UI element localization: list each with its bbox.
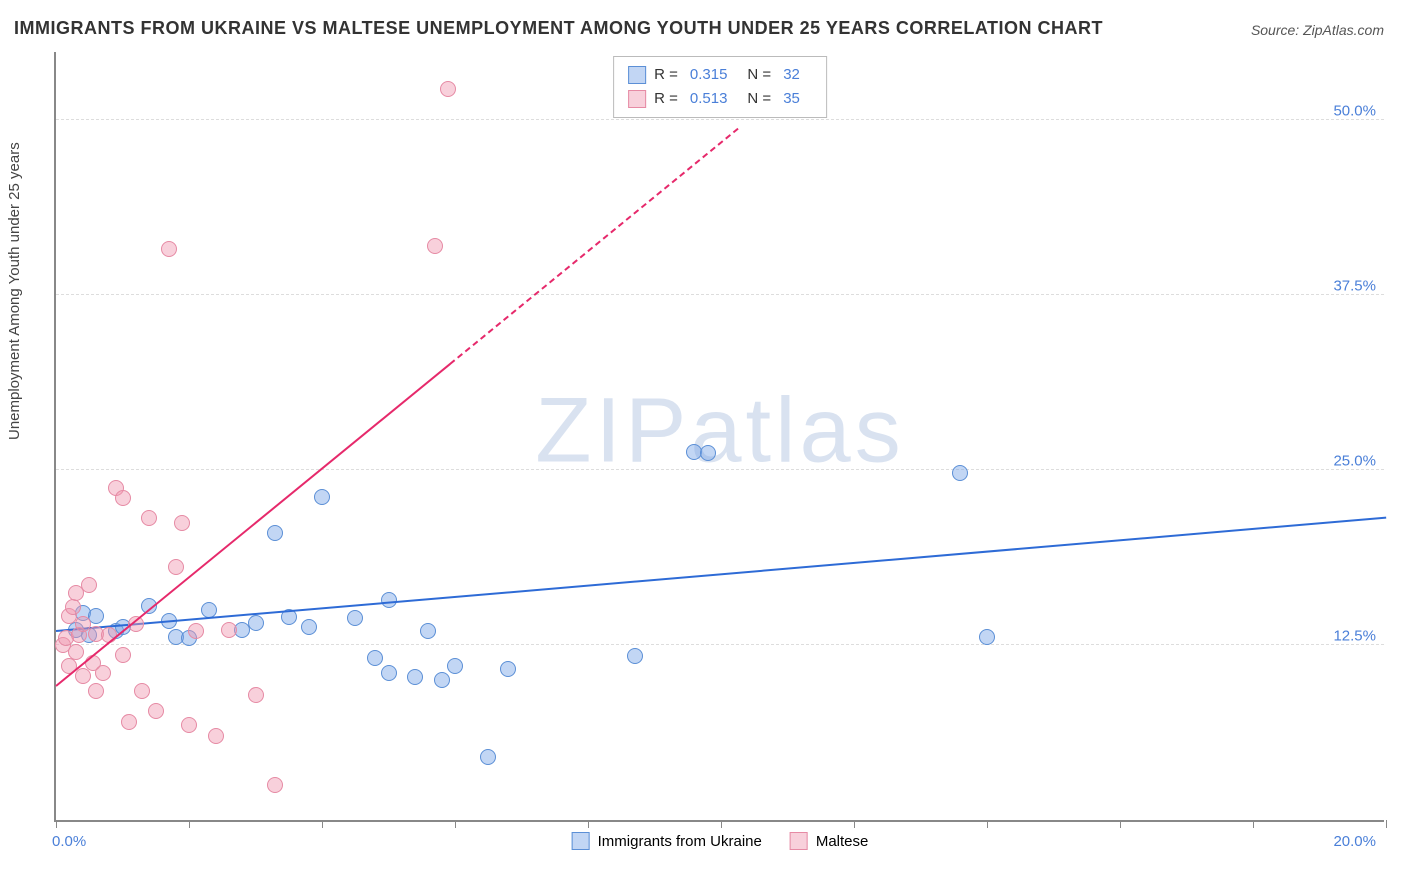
x-tick xyxy=(56,820,57,828)
legend-label-maltese: Maltese xyxy=(816,833,869,850)
data-point xyxy=(381,665,397,681)
x-tick-label: 20.0% xyxy=(1333,833,1376,850)
r-value-ukraine: 0.315 xyxy=(690,63,728,87)
legend-item-maltese: Maltese xyxy=(790,832,869,850)
data-point xyxy=(174,515,190,531)
x-tick xyxy=(721,820,722,828)
data-point xyxy=(248,615,264,631)
n-label: N = xyxy=(747,87,771,111)
data-point xyxy=(88,683,104,699)
y-tick-label: 25.0% xyxy=(1333,453,1376,470)
y-tick-label: 37.5% xyxy=(1333,278,1376,295)
n-value-ukraine: 32 xyxy=(783,63,800,87)
x-tick-label: 0.0% xyxy=(52,833,86,850)
x-tick xyxy=(455,820,456,828)
stats-row-maltese: R = 0.513 N = 35 xyxy=(628,87,812,111)
data-point xyxy=(65,599,81,615)
gridline xyxy=(56,469,1384,470)
data-point xyxy=(367,650,383,666)
data-point xyxy=(121,714,137,730)
data-point xyxy=(440,81,456,97)
trend-line xyxy=(55,363,450,687)
data-point xyxy=(248,687,264,703)
data-point xyxy=(134,683,150,699)
watermark-text: ZIPatlas xyxy=(535,379,904,481)
stats-row-ukraine: R = 0.315 N = 32 xyxy=(628,63,812,87)
data-point xyxy=(979,629,995,645)
data-point xyxy=(314,489,330,505)
stats-legend: R = 0.315 N = 32 R = 0.513 N = 35 xyxy=(613,56,827,118)
data-point xyxy=(181,717,197,733)
source-attribution: Source: ZipAtlas.com xyxy=(1251,22,1384,38)
x-tick xyxy=(854,820,855,828)
data-point xyxy=(500,661,516,677)
data-point xyxy=(188,623,204,639)
gridline xyxy=(56,119,1384,120)
trend-line xyxy=(450,128,739,365)
x-tick xyxy=(322,820,323,828)
data-point xyxy=(95,665,111,681)
data-point xyxy=(434,672,450,688)
data-point xyxy=(480,749,496,765)
data-point xyxy=(221,622,237,638)
data-point xyxy=(301,619,317,635)
data-point xyxy=(208,728,224,744)
x-tick xyxy=(189,820,190,828)
swatch-ukraine-icon xyxy=(572,832,590,850)
data-point xyxy=(115,490,131,506)
data-point xyxy=(267,525,283,541)
data-point xyxy=(68,644,84,660)
legend-label-ukraine: Immigrants from Ukraine xyxy=(598,833,762,850)
series-legend: Immigrants from Ukraine Maltese xyxy=(572,832,869,850)
y-axis-label: Unemployment Among Youth under 25 years xyxy=(6,142,23,440)
data-point xyxy=(168,559,184,575)
gridline xyxy=(56,294,1384,295)
data-point xyxy=(267,777,283,793)
data-point xyxy=(952,465,968,481)
data-point xyxy=(427,238,443,254)
data-point xyxy=(148,703,164,719)
data-point xyxy=(700,445,716,461)
data-point xyxy=(161,241,177,257)
n-label: N = xyxy=(747,63,771,87)
swatch-ukraine-icon xyxy=(628,66,646,84)
data-point xyxy=(115,647,131,663)
y-tick-label: 50.0% xyxy=(1333,103,1376,120)
x-tick xyxy=(1386,820,1387,828)
y-tick-label: 12.5% xyxy=(1333,628,1376,645)
data-point xyxy=(447,658,463,674)
gridline xyxy=(56,644,1384,645)
x-tick xyxy=(987,820,988,828)
x-tick xyxy=(1120,820,1121,828)
r-label: R = xyxy=(654,63,678,87)
data-point xyxy=(141,510,157,526)
chart-title: IMMIGRANTS FROM UKRAINE VS MALTESE UNEMP… xyxy=(14,18,1103,39)
data-point xyxy=(347,610,363,626)
x-tick xyxy=(588,820,589,828)
legend-item-ukraine: Immigrants from Ukraine xyxy=(572,832,762,850)
watermark: ZIPatlas xyxy=(535,378,904,483)
data-point xyxy=(420,623,436,639)
swatch-maltese-icon xyxy=(628,90,646,108)
data-point xyxy=(81,577,97,593)
swatch-maltese-icon xyxy=(790,832,808,850)
data-point xyxy=(407,669,423,685)
data-point xyxy=(627,648,643,664)
r-label: R = xyxy=(654,87,678,111)
n-value-maltese: 35 xyxy=(783,87,800,111)
plot-area: ZIPatlas R = 0.315 N = 32 R = 0.513 N = … xyxy=(54,52,1384,822)
x-tick xyxy=(1253,820,1254,828)
r-value-maltese: 0.513 xyxy=(690,87,728,111)
